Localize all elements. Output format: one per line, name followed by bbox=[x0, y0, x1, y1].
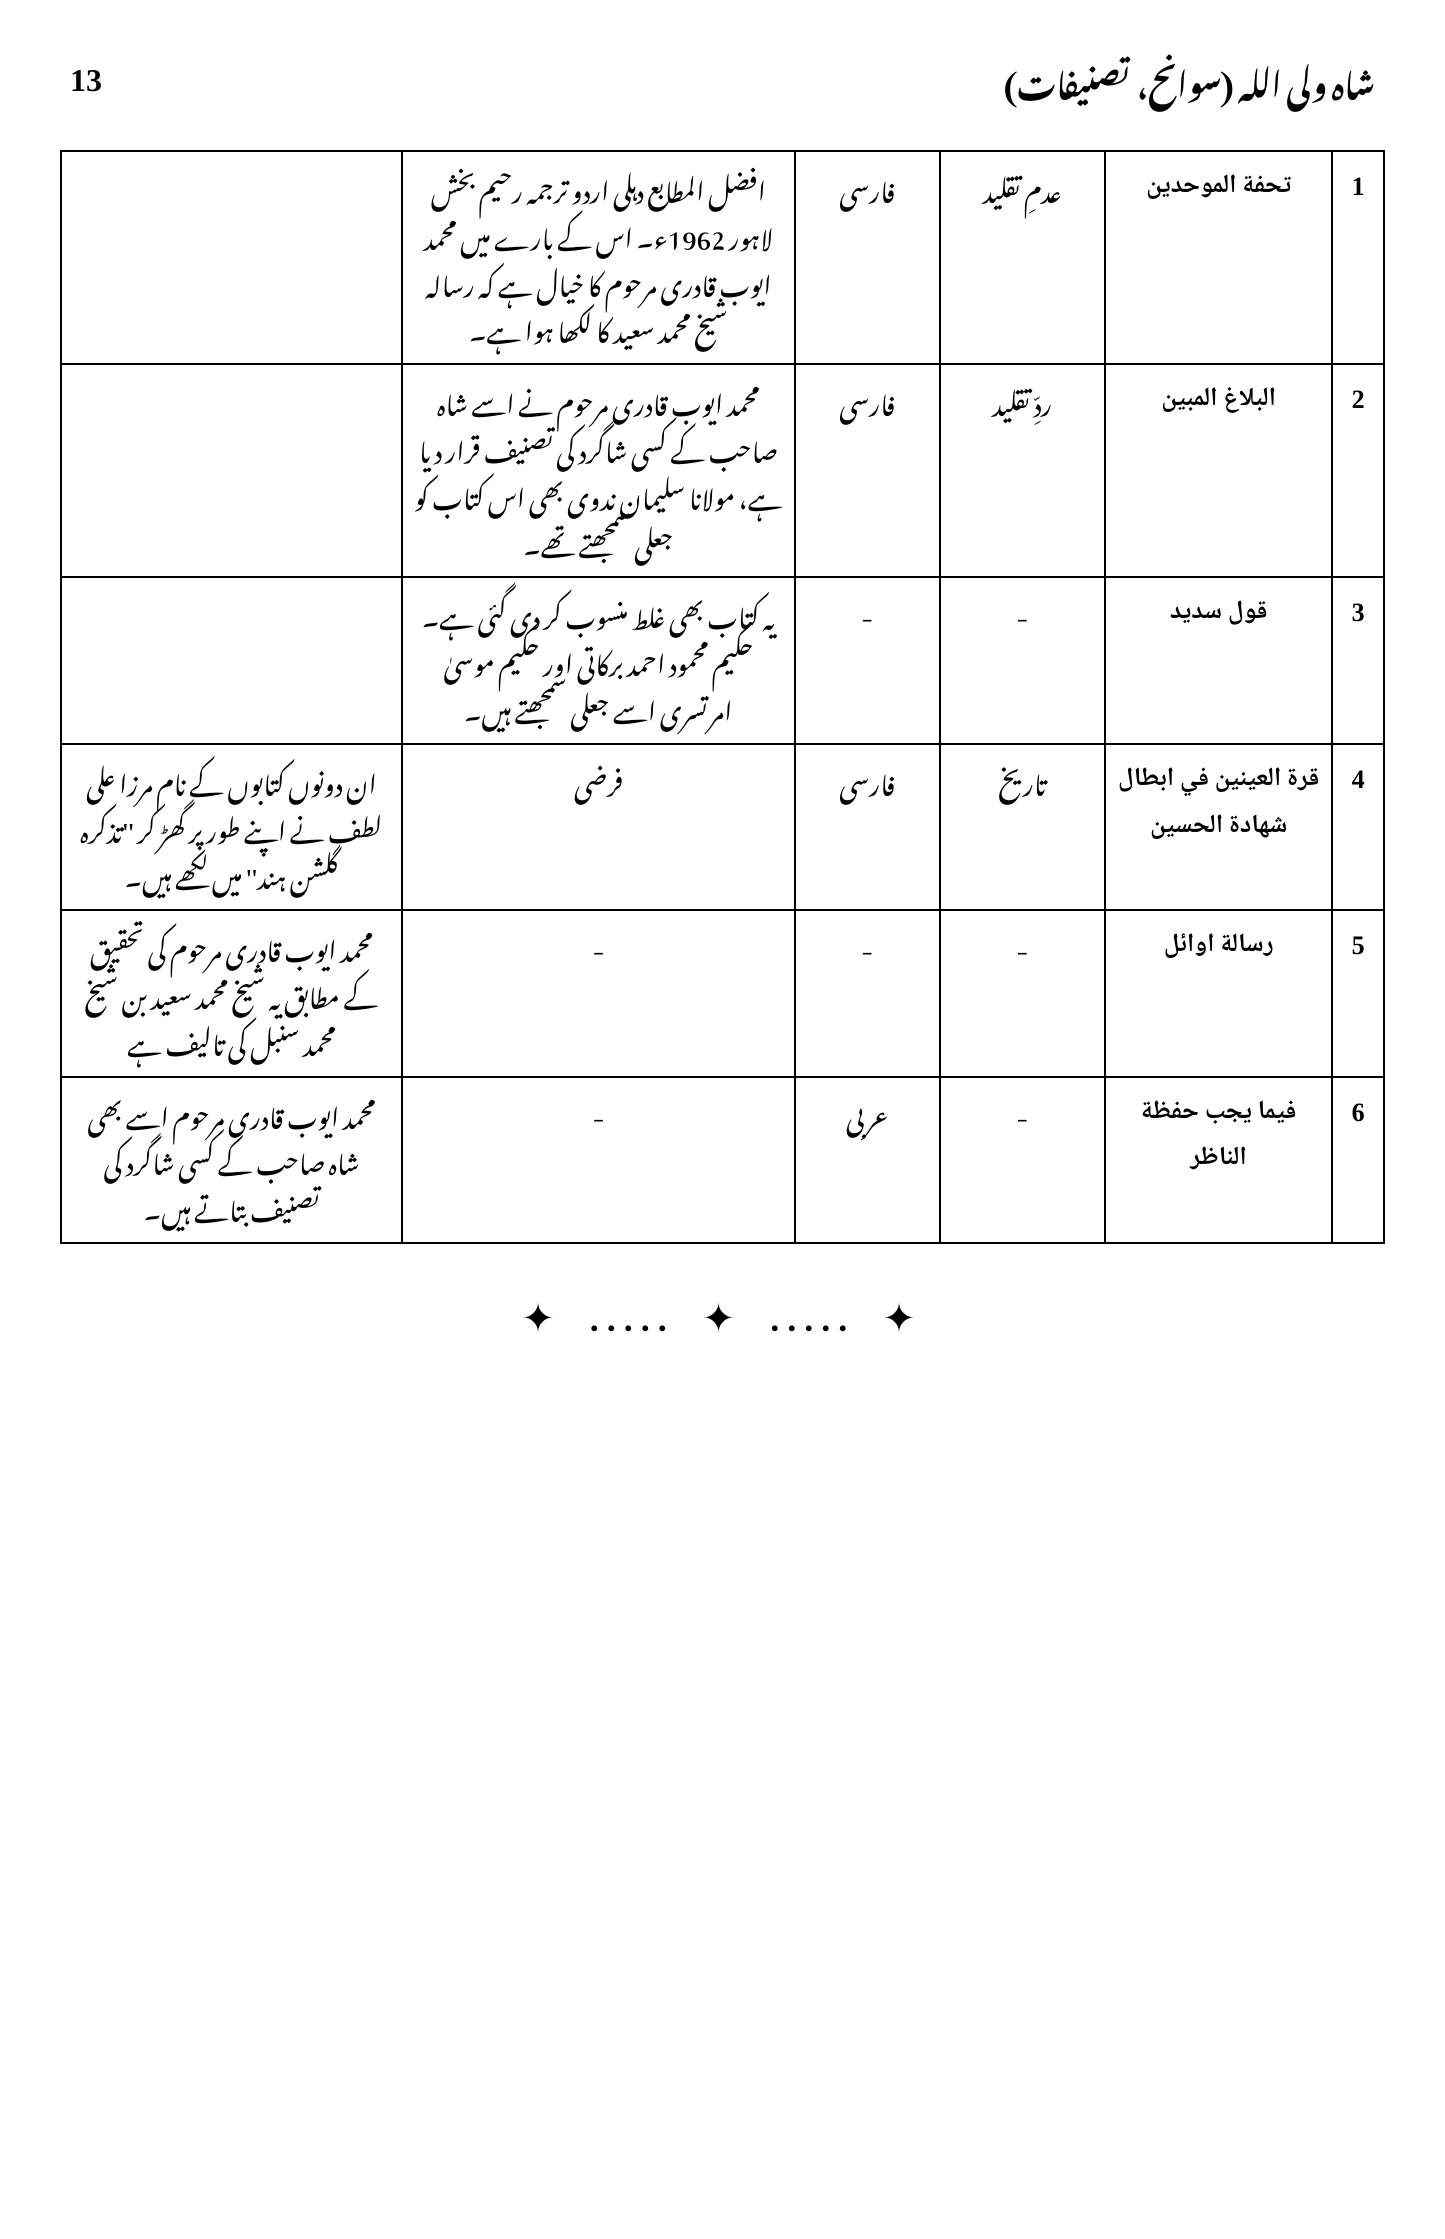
subject: عدمِ تقلید bbox=[940, 151, 1105, 364]
language: فارسی bbox=[795, 744, 940, 910]
language: عربی bbox=[795, 1077, 940, 1243]
page-title: شاہ ولی اللہ (سوانح، تصنیفات) bbox=[1004, 40, 1375, 120]
notes-secondary bbox=[61, 577, 402, 743]
page-number: 13 bbox=[70, 62, 102, 99]
table-row: 5 رسالة اوائل - - - محمد ایوب قادری مرحو… bbox=[61, 910, 1384, 1076]
star-icon: ✦ bbox=[702, 1295, 744, 1342]
star-icon: ✦ bbox=[882, 1295, 924, 1342]
book-title: فيما يجب حفظة الناظر bbox=[1105, 1077, 1332, 1243]
notes-primary: یہ کتاب بھی غلط منسوب کر دی گئی ہے۔ حکیم… bbox=[402, 577, 795, 743]
notes-secondary: محمد ایوب قادری مرحوم اسے بھی شاہ صاحب ک… bbox=[61, 1077, 402, 1243]
table-body: 1 تحفة الموحدين عدمِ تقلید فارسی افضل ال… bbox=[61, 151, 1384, 1243]
row-number: 5 bbox=[1332, 910, 1384, 1076]
language: فارسی bbox=[795, 364, 940, 577]
book-title: قول سديد bbox=[1105, 577, 1332, 743]
book-title: قرة العينين في ابطال شهادة الحسين bbox=[1105, 744, 1332, 910]
book-title: تحفة الموحدين bbox=[1105, 151, 1332, 364]
table-row: 1 تحفة الموحدين عدمِ تقلید فارسی افضل ال… bbox=[61, 151, 1384, 364]
table-row: 4 قرة العينين في ابطال شهادة الحسين تاری… bbox=[61, 744, 1384, 910]
notes-primary: - bbox=[402, 910, 795, 1076]
page-header: 13 شاہ ولی اللہ (سوانح، تصنیفات) bbox=[60, 40, 1385, 120]
subject: تاریخ bbox=[940, 744, 1105, 910]
section-divider: ✦ ..... ✦ ..... ✦ bbox=[60, 1294, 1385, 1342]
notes-secondary: محمد ایوب قادری مرحوم کی تحقیق کے مطابق … bbox=[61, 910, 402, 1076]
dots-separator: ..... bbox=[770, 1298, 855, 1340]
notes-primary: افضل المطابع دہلی اردو ترجمہ رحیم بخش لا… bbox=[402, 151, 795, 364]
table-row: 6 فيما يجب حفظة الناظر - عربی - محمد ایو… bbox=[61, 1077, 1384, 1243]
dots-separator: ..... bbox=[590, 1298, 675, 1340]
subject: ردِّ تقلید bbox=[940, 364, 1105, 577]
row-number: 6 bbox=[1332, 1077, 1384, 1243]
subject: - bbox=[940, 1077, 1105, 1243]
book-title: البلاغ المبين bbox=[1105, 364, 1332, 577]
notes-secondary bbox=[61, 364, 402, 577]
star-icon: ✦ bbox=[521, 1295, 563, 1342]
notes-secondary: ان دونوں کتابوں کے نام مرزا علی لطف نے ا… bbox=[61, 744, 402, 910]
notes-primary: فرضی bbox=[402, 744, 795, 910]
works-table: 1 تحفة الموحدين عدمِ تقلید فارسی افضل ال… bbox=[60, 150, 1385, 1244]
language: - bbox=[795, 910, 940, 1076]
notes-primary: محمد ایوب قادری مرحوم نے اسے شاہ صاحب کے… bbox=[402, 364, 795, 577]
subject: - bbox=[940, 577, 1105, 743]
row-number: 4 bbox=[1332, 744, 1384, 910]
language: فارسی bbox=[795, 151, 940, 364]
row-number: 3 bbox=[1332, 577, 1384, 743]
subject: - bbox=[940, 910, 1105, 1076]
notes-secondary bbox=[61, 151, 402, 364]
row-number: 1 bbox=[1332, 151, 1384, 364]
language: - bbox=[795, 577, 940, 743]
table-row: 2 البلاغ المبين ردِّ تقلید فارسی محمد ای… bbox=[61, 364, 1384, 577]
notes-primary: - bbox=[402, 1077, 795, 1243]
book-title: رسالة اوائل bbox=[1105, 910, 1332, 1076]
table-row: 3 قول سديد - - یہ کتاب بھی غلط منسوب کر … bbox=[61, 577, 1384, 743]
row-number: 2 bbox=[1332, 364, 1384, 577]
